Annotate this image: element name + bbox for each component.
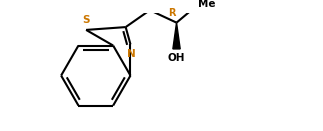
Text: R: R [168, 7, 176, 18]
Text: S: S [82, 15, 90, 25]
Text: OH: OH [168, 53, 185, 63]
Polygon shape [173, 23, 180, 49]
Text: Me: Me [198, 0, 216, 9]
Text: N: N [127, 49, 136, 59]
